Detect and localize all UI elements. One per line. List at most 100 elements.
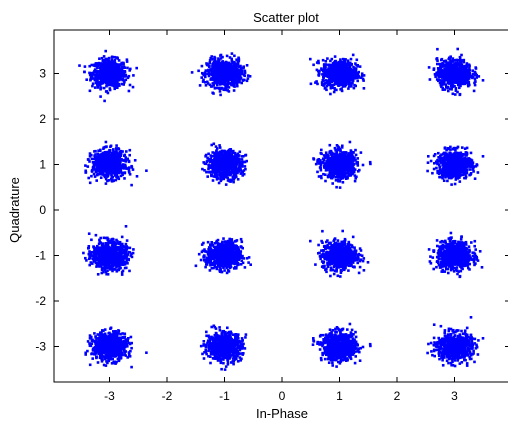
- scatter-point: [341, 63, 344, 67]
- scatter-point: [114, 72, 118, 75]
- scatter-point: [459, 62, 463, 65]
- scatter-point: [125, 60, 129, 63]
- scatter-point: [112, 80, 116, 83]
- scatter-point: [457, 71, 461, 74]
- scatter-point: [352, 86, 356, 90]
- scatter-point: [216, 64, 219, 68]
- scatter-point: [351, 53, 355, 57]
- scatter-point: [108, 88, 112, 92]
- scatter-point: [213, 159, 217, 162]
- scatter-point: [329, 80, 332, 83]
- scatter-point: [96, 70, 100, 73]
- scatter-point: [93, 78, 97, 82]
- scatter-point: [118, 72, 122, 75]
- scatter-point: [229, 156, 233, 159]
- scatter-point: [238, 162, 242, 166]
- scatter-point: [103, 72, 107, 75]
- scatter-point: [96, 66, 99, 70]
- scatter-point: [362, 87, 366, 90]
- scatter-point: [437, 75, 440, 78]
- scatter-point: [338, 61, 342, 65]
- scatter-point: [238, 166, 242, 170]
- scatter-point: [109, 61, 113, 64]
- scatter-point: [319, 151, 323, 155]
- scatter-point: [232, 72, 235, 75]
- scatter-point: [324, 60, 328, 63]
- scatter-point: [460, 67, 464, 70]
- scatter-point: [123, 167, 126, 170]
- scatter-point: [212, 170, 216, 174]
- scatter-point: [447, 66, 450, 70]
- scatter-point: [439, 67, 442, 71]
- scatter-point: [94, 62, 98, 65]
- scatter-point: [131, 85, 135, 89]
- scatter-point: [340, 166, 343, 170]
- scatter-point: [236, 160, 239, 164]
- scatter-point: [328, 143, 332, 147]
- scatter-point: [203, 169, 206, 172]
- scatter-point: [102, 147, 105, 150]
- scatter-point: [216, 83, 219, 86]
- scatter-point: [122, 154, 126, 158]
- scatter-point: [128, 69, 131, 72]
- scatter-point: [88, 89, 92, 93]
- scatter-point: [434, 75, 437, 79]
- scatter-point: [106, 71, 109, 75]
- scatter-point: [219, 81, 223, 85]
- scatter-point: [358, 65, 362, 68]
- scatter-point: [105, 172, 108, 175]
- scatter-point: [115, 166, 118, 169]
- scatter-point: [217, 57, 220, 60]
- scatter-point: [464, 64, 467, 68]
- scatter-point: [106, 169, 110, 173]
- scatter-point: [97, 157, 101, 161]
- scatter-point: [328, 160, 332, 164]
- scatter-point: [103, 150, 107, 154]
- scatter-point: [468, 66, 471, 70]
- scatter-point: [456, 47, 459, 51]
- scatter-point: [236, 84, 239, 88]
- scatter-point: [232, 84, 236, 88]
- scatter-point: [117, 161, 120, 165]
- scatter-point: [345, 151, 348, 155]
- scatter-point: [224, 84, 227, 88]
- scatter-point: [226, 85, 229, 89]
- scatter-point: [458, 74, 461, 77]
- scatter-point: [318, 161, 321, 164]
- scatter-point: [455, 69, 458, 72]
- scatter-point: [100, 64, 103, 67]
- scatter-point: [97, 149, 100, 152]
- scatter-point: [208, 64, 211, 67]
- scatter-point: [349, 73, 353, 76]
- scatter-point: [226, 164, 229, 168]
- scatter-point: [99, 74, 102, 78]
- scatter-point: [333, 161, 336, 165]
- scatter-point: [450, 81, 454, 85]
- scatter-point: [337, 159, 341, 162]
- scatter-point: [103, 145, 107, 149]
- scatter-point: [241, 171, 244, 174]
- scatter-point: [451, 84, 455, 87]
- scatter-point: [97, 61, 101, 65]
- scatter-point: [114, 178, 118, 182]
- scatter-point: [333, 69, 336, 72]
- scatter-point: [233, 78, 236, 81]
- scatter-point: [128, 173, 132, 176]
- scatter-point: [89, 78, 92, 82]
- scatter-point: [232, 68, 235, 71]
- scatter-point: [437, 79, 440, 83]
- scatter-point: [205, 63, 209, 67]
- scatter-point: [317, 70, 320, 73]
- scatter-point: [221, 171, 224, 175]
- scatter-point: [106, 179, 109, 183]
- scatter-point: [331, 182, 334, 185]
- scatter-point: [215, 150, 218, 153]
- scatter-point: [244, 154, 247, 157]
- scatter-point: [94, 160, 98, 163]
- scatter-point: [206, 156, 209, 160]
- scatter-point: [456, 69, 460, 73]
- scatter-point: [223, 80, 226, 83]
- scatter-point: [99, 161, 103, 164]
- scatter-point: [206, 159, 209, 163]
- scatter-point: [208, 160, 212, 164]
